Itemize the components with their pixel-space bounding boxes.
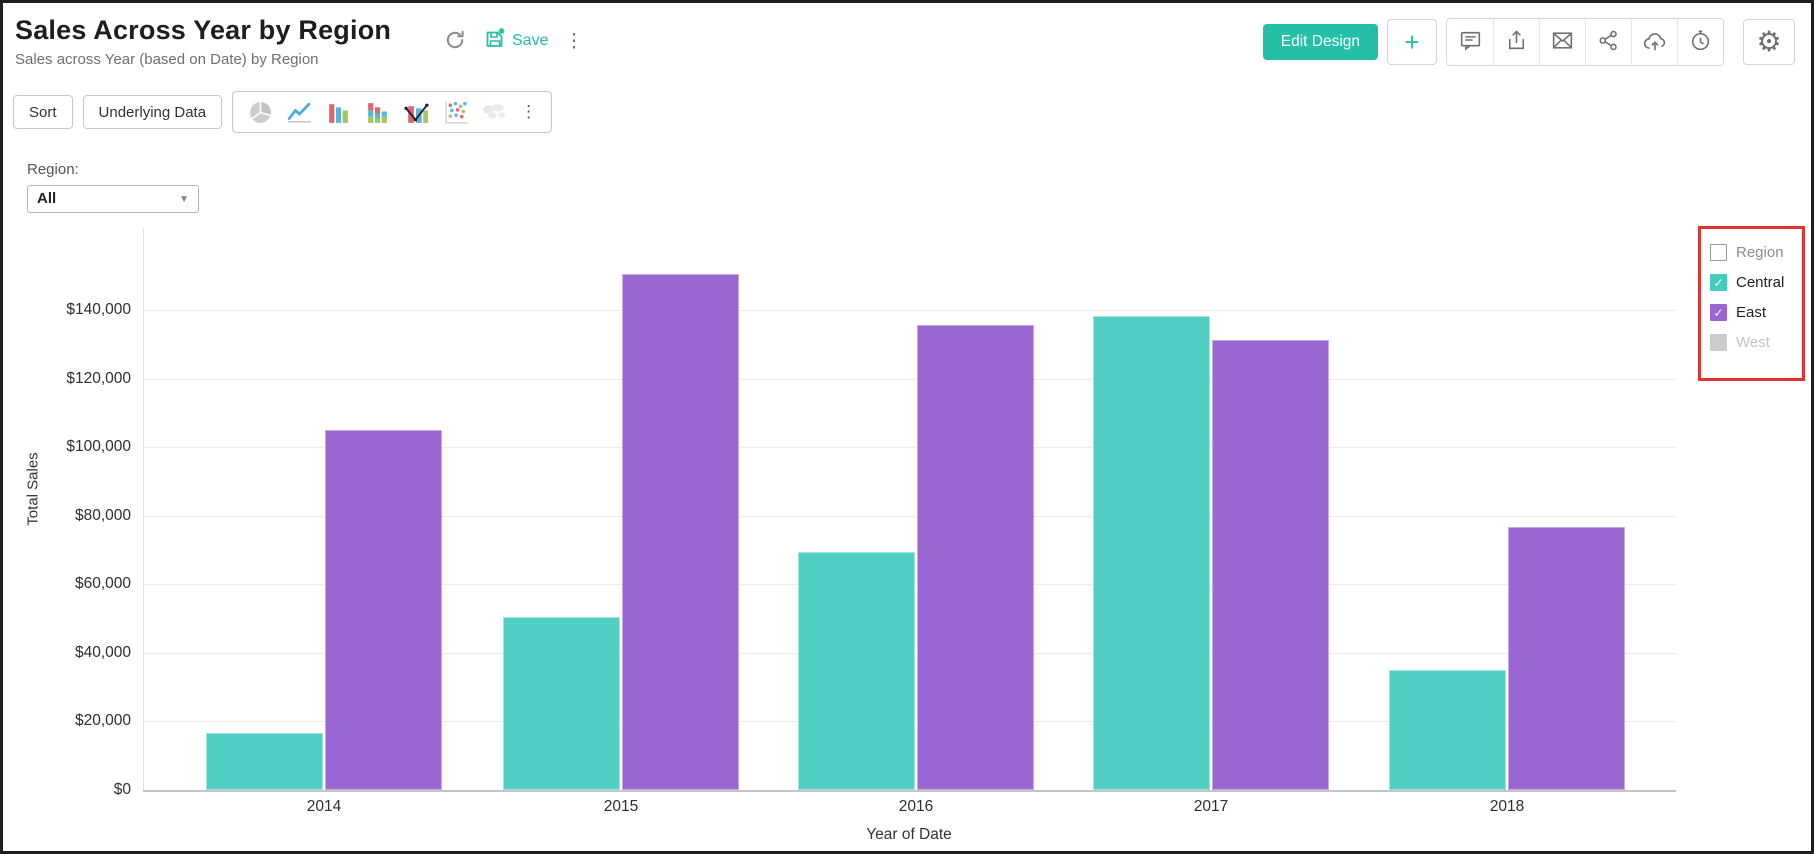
x-tick-label: 2015 [603, 798, 639, 815]
underlying-data-button[interactable]: Underlying Data [82, 95, 223, 129]
x-tick-label: 2018 [1489, 798, 1525, 815]
save-label: Save [512, 32, 549, 49]
header-actions: Edit Design + [1262, 18, 1795, 66]
sort-button[interactable]: Sort [13, 95, 73, 129]
region-filter-label: Region: [27, 161, 79, 178]
chart-type-toolbar: ⋮ [232, 91, 553, 133]
bar-central-2015[interactable] [503, 617, 620, 790]
cloud-upload-icon [1642, 28, 1668, 57]
legend-label: Central [1736, 274, 1785, 291]
edit-design-button[interactable]: Edit Design [1262, 24, 1378, 60]
scatter-chart-icon[interactable] [440, 99, 470, 126]
map-chart-icon[interactable] [479, 99, 509, 126]
bar-central-2014[interactable] [206, 733, 323, 790]
save-button[interactable]: Save [483, 27, 548, 56]
schedule-icon [1688, 28, 1713, 56]
bar-central-2018[interactable] [1389, 670, 1506, 790]
header-icon-group [1446, 18, 1724, 66]
refresh-icon [443, 28, 467, 55]
legend-annotation-box: Region ✓ Central ✓ East West [1698, 226, 1805, 381]
title-actions: Save ⋮ [443, 27, 583, 55]
gridline [143, 515, 1676, 517]
bar-central-2016[interactable] [798, 552, 915, 790]
y-tick-label: $60,000 [74, 575, 131, 593]
y-tick-label: $100,000 [66, 438, 131, 456]
combo-chart-icon[interactable] [401, 99, 431, 126]
header: Sales Across Year by Region Sales across… [15, 15, 391, 68]
bar-central-2017[interactable] [1093, 316, 1210, 790]
page-title: Sales Across Year by Region [15, 15, 392, 45]
add-button[interactable]: + [1387, 19, 1437, 65]
x-tick-label: 2014 [306, 798, 342, 815]
pie-chart-icon[interactable] [245, 99, 275, 126]
export-icon [1504, 28, 1529, 56]
comment-icon [1458, 28, 1483, 56]
line-chart-icon[interactable] [284, 99, 314, 126]
y-axis-line [143, 228, 144, 790]
stacked-bar-icon[interactable] [362, 99, 392, 126]
legend-label: East [1736, 304, 1767, 321]
settings-gear-icon: ⚙ [1756, 26, 1782, 57]
save-icon [483, 27, 507, 56]
share-icon [1596, 28, 1621, 56]
schedule-button[interactable] [1677, 19, 1723, 65]
bar-east-2015[interactable] [622, 274, 739, 790]
legend-checkbox-east[interactable]: ✓ [1710, 304, 1727, 321]
refresh-button[interactable] [443, 28, 467, 55]
chevron-down-icon: ▼ [179, 194, 189, 205]
y-tick-label: $40,000 [74, 643, 131, 661]
view-toolbar: Sort Underlying Data ⋮ [13, 91, 553, 133]
mail-icon [1550, 28, 1575, 56]
y-tick-label: $20,000 [74, 712, 131, 730]
comment-button[interactable] [1447, 19, 1493, 65]
legend-item-west[interactable]: West [1710, 334, 1802, 351]
bar-east-2018[interactable] [1508, 527, 1625, 790]
y-tick-label: $120,000 [66, 369, 131, 387]
more-vertical-icon: ⋮ [564, 30, 584, 52]
legend-label: West [1736, 334, 1770, 351]
cloud-upload-button[interactable] [1631, 19, 1677, 65]
legend-checkbox-central[interactable]: ✓ [1710, 274, 1727, 291]
legend-label: Region [1736, 244, 1784, 261]
share-button[interactable] [1585, 19, 1631, 65]
y-tick-label: $0 [113, 781, 131, 798]
bar-chart: Total Sales $0 $20,000 $40,000 $60,000 $80,0… [3, 3, 1811, 851]
gridline [143, 447, 1676, 449]
export-button[interactable] [1493, 19, 1539, 65]
bar-east-2017[interactable] [1212, 340, 1329, 790]
y-tick-label: $80,000 [74, 506, 131, 524]
chart-type-more-button[interactable]: ⋮ [520, 102, 538, 121]
bar-chart-icon[interactable] [323, 99, 353, 126]
bar-east-2014[interactable] [325, 430, 442, 790]
title-more-button[interactable]: ⋮ [564, 32, 583, 51]
bar-east-2016[interactable] [917, 325, 1034, 790]
region-filter-value: All [37, 190, 57, 207]
region-filter-dropdown[interactable]: All ▼ [27, 185, 199, 213]
y-tick-label: $140,000 [66, 301, 131, 318]
page-subtitle: Sales across Year (based on Date) by Reg… [15, 51, 319, 68]
x-axis-title: Year of Date [866, 826, 952, 843]
gridline [143, 378, 1676, 380]
settings-button[interactable]: ⚙ [1743, 19, 1795, 65]
x-axis-line [143, 790, 1676, 792]
legend-checkbox-west[interactable] [1710, 334, 1727, 351]
legend-item-east[interactable]: ✓ East [1710, 304, 1802, 321]
x-tick-label: 2016 [898, 798, 934, 815]
x-tick-label: 2017 [1193, 798, 1229, 815]
legend-item-region[interactable]: Region [1710, 244, 1802, 261]
legend-item-central[interactable]: ✓ Central [1710, 274, 1802, 291]
region-filter: Region: All ▼ [27, 161, 199, 213]
legend-checkbox-region[interactable] [1710, 244, 1727, 261]
gridline [143, 310, 1676, 311]
mail-button[interactable] [1539, 19, 1585, 65]
